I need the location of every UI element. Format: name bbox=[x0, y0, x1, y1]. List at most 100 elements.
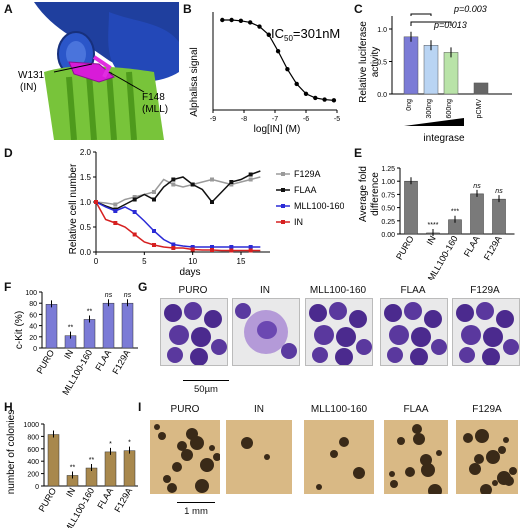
h-y-tick-label: 200 bbox=[27, 472, 39, 479]
colony bbox=[420, 454, 432, 466]
d-point bbox=[171, 242, 176, 247]
micrograph-image bbox=[232, 298, 300, 366]
d-x-tick-label: 5 bbox=[142, 257, 147, 266]
e-y-tick-label: 0.75 bbox=[381, 192, 395, 199]
d-point bbox=[132, 232, 137, 237]
colony bbox=[463, 433, 473, 443]
panel-label-f: F bbox=[4, 280, 12, 294]
colony bbox=[158, 432, 166, 440]
d-series-line bbox=[95, 170, 261, 211]
label-mll: (MLL) bbox=[142, 104, 168, 115]
colony-image bbox=[150, 420, 220, 494]
f-bar bbox=[83, 319, 96, 349]
d-point bbox=[132, 210, 137, 214]
chart-b: Alphalisa signal log[IN] (M) IC50=301nM … bbox=[189, 12, 340, 135]
e-y-tick-label: 0.00 bbox=[381, 232, 395, 239]
c-category-label: 300ng bbox=[426, 99, 433, 119]
e-category-label: FLAA bbox=[462, 234, 482, 258]
colony bbox=[339, 437, 349, 447]
d-point bbox=[229, 180, 234, 184]
ylabel-e: Average fold bbox=[358, 166, 369, 222]
cell bbox=[387, 347, 403, 363]
e-bar bbox=[404, 180, 418, 235]
d-point bbox=[190, 245, 195, 249]
micrograph-image bbox=[160, 298, 228, 366]
d-point bbox=[132, 195, 137, 199]
d-point bbox=[229, 182, 234, 187]
d-legend-marker bbox=[281, 172, 285, 176]
h-category-label: IN bbox=[64, 486, 77, 499]
scale-label-i: 1 mm bbox=[184, 506, 208, 517]
colony-image bbox=[304, 420, 374, 494]
i-title: F129A bbox=[472, 404, 502, 415]
b-x-tick-label: -6 bbox=[303, 116, 309, 123]
pvalue-1: p=0.013 bbox=[433, 20, 467, 30]
b-point bbox=[313, 95, 318, 101]
i-title: PURO bbox=[170, 404, 200, 415]
c-bar bbox=[403, 36, 419, 95]
colony bbox=[480, 484, 492, 494]
panel-label-e: E bbox=[354, 146, 363, 160]
colony bbox=[474, 454, 484, 464]
micrograph-image bbox=[380, 298, 448, 366]
colony bbox=[428, 484, 442, 494]
i-title: FLAA bbox=[403, 404, 429, 415]
c-category-label: 0ng bbox=[406, 99, 413, 111]
colony bbox=[509, 467, 517, 475]
colony-image bbox=[384, 420, 448, 494]
d-x-tick-label: 15 bbox=[237, 257, 246, 266]
f-y-tick-label: 40 bbox=[29, 324, 37, 331]
panel-label-c: C bbox=[354, 2, 363, 16]
d-y-tick-label: 1.5 bbox=[80, 173, 92, 182]
colony bbox=[497, 471, 511, 485]
colony bbox=[330, 450, 338, 458]
colony bbox=[412, 424, 422, 434]
colony bbox=[503, 437, 509, 443]
d-legend-label: F129A bbox=[294, 169, 321, 179]
f-category-label: FLAA bbox=[93, 348, 113, 372]
cell bbox=[389, 325, 409, 345]
f-category-label: IN bbox=[62, 348, 75, 361]
structure-image-a: W131 (IN) F148 (MLL) bbox=[14, 2, 179, 140]
h-sig-label: * bbox=[109, 441, 112, 448]
e-category-label: PURO bbox=[394, 234, 416, 262]
d-point bbox=[152, 197, 156, 202]
colony bbox=[167, 483, 177, 493]
cell bbox=[167, 347, 183, 363]
b-point bbox=[285, 67, 290, 72]
d-point bbox=[248, 245, 253, 249]
d-y-tick-label: 1.0 bbox=[80, 198, 92, 207]
colony-image bbox=[456, 420, 518, 494]
cell bbox=[459, 347, 475, 363]
h-sig-label: ** bbox=[89, 457, 95, 464]
b-point bbox=[303, 91, 309, 97]
h-category-label: PURO bbox=[37, 486, 59, 514]
f-y-tick-label: 100 bbox=[25, 290, 37, 297]
c-y-tick-label: 1.0 bbox=[377, 27, 387, 34]
colony bbox=[492, 480, 498, 486]
colony bbox=[421, 463, 435, 477]
cell bbox=[483, 327, 503, 347]
e-sig-label: *** bbox=[451, 209, 459, 216]
chart-e: Average fold difference 0.00 0.25 0.50 0.75… bbox=[358, 166, 515, 280]
label-f148: F148 bbox=[142, 92, 165, 103]
d-legend-label: MLL100-160 bbox=[294, 201, 344, 211]
d-point bbox=[210, 200, 214, 204]
colony bbox=[204, 466, 210, 472]
d-point bbox=[113, 209, 118, 213]
panel-label-g: G bbox=[138, 280, 148, 294]
h-category-label: FLAA bbox=[95, 486, 115, 510]
d-legend-marker bbox=[281, 188, 285, 192]
h-y-tick-label: 600 bbox=[27, 447, 39, 454]
colony bbox=[397, 437, 405, 445]
c-category-label: 600ng bbox=[446, 99, 453, 119]
cell bbox=[191, 327, 211, 347]
f-y-tick-label: 60 bbox=[29, 312, 37, 319]
e-sig-label: ns bbox=[473, 183, 481, 190]
c-integrase-triangle bbox=[404, 118, 464, 126]
f-y-tick-label: 20 bbox=[29, 335, 37, 342]
d-x-tick-label: 10 bbox=[188, 257, 197, 266]
colony bbox=[264, 454, 270, 460]
cell bbox=[336, 327, 356, 347]
h-y-tick-label: 1000 bbox=[23, 422, 39, 429]
